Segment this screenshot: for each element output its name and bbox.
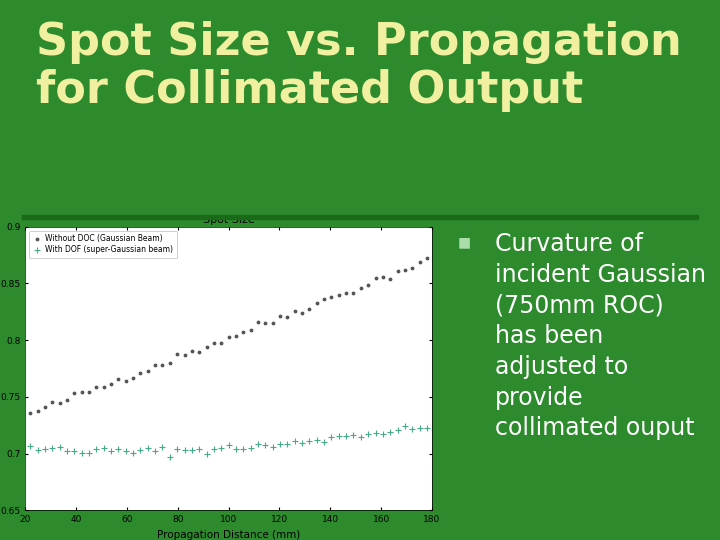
- With DOF (super-Gaussian beam): [400, 422, 409, 429]
- With DOF (super-Gaussian beam): [180, 447, 189, 453]
- With DOF (super-Gaussian beam): [423, 425, 431, 431]
- Without DOC (Gaussian Beam): [122, 378, 130, 384]
- With DOF (super-Gaussian beam): [122, 447, 130, 454]
- Text: Curvature of
incident Gaussian
(750mm ROC)
has been
adjusted to
provide
collimat: Curvature of incident Gaussian (750mm RO…: [495, 232, 706, 440]
- Without DOC (Gaussian Beam): [415, 259, 424, 266]
- Without DOC (Gaussian Beam): [423, 255, 431, 262]
- Line: Without DOC (Gaussian Beam): Without DOC (Gaussian Beam): [28, 256, 429, 415]
- Text: ■: ■: [458, 235, 471, 249]
- With DOF (super-Gaussian beam): [26, 443, 35, 449]
- X-axis label: Propagation Distance (mm): Propagation Distance (mm): [157, 530, 300, 539]
- Title: Spot Size: Spot Size: [203, 214, 254, 225]
- Legend: Without DOC (Gaussian Beam), With DOF (super-Gaussian beam): Without DOC (Gaussian Beam), With DOF (s…: [29, 231, 177, 258]
- Without DOC (Gaussian Beam): [26, 409, 35, 416]
- Line: With DOF (super-Gaussian beam): With DOF (super-Gaussian beam): [27, 423, 430, 460]
- With DOF (super-Gaussian beam): [70, 447, 78, 454]
- With DOF (super-Gaussian beam): [166, 454, 174, 460]
- Text: Spot Size vs. Propagation
for Collimated Output: Spot Size vs. Propagation for Collimated…: [36, 21, 682, 112]
- Without DOC (Gaussian Beam): [173, 350, 181, 357]
- Without DOC (Gaussian Beam): [99, 383, 108, 390]
- Without DOC (Gaussian Beam): [70, 390, 78, 396]
- With DOF (super-Gaussian beam): [415, 425, 424, 431]
- With DOF (super-Gaussian beam): [386, 428, 395, 435]
- Without DOC (Gaussian Beam): [379, 274, 387, 280]
- With DOF (super-Gaussian beam): [99, 445, 108, 451]
